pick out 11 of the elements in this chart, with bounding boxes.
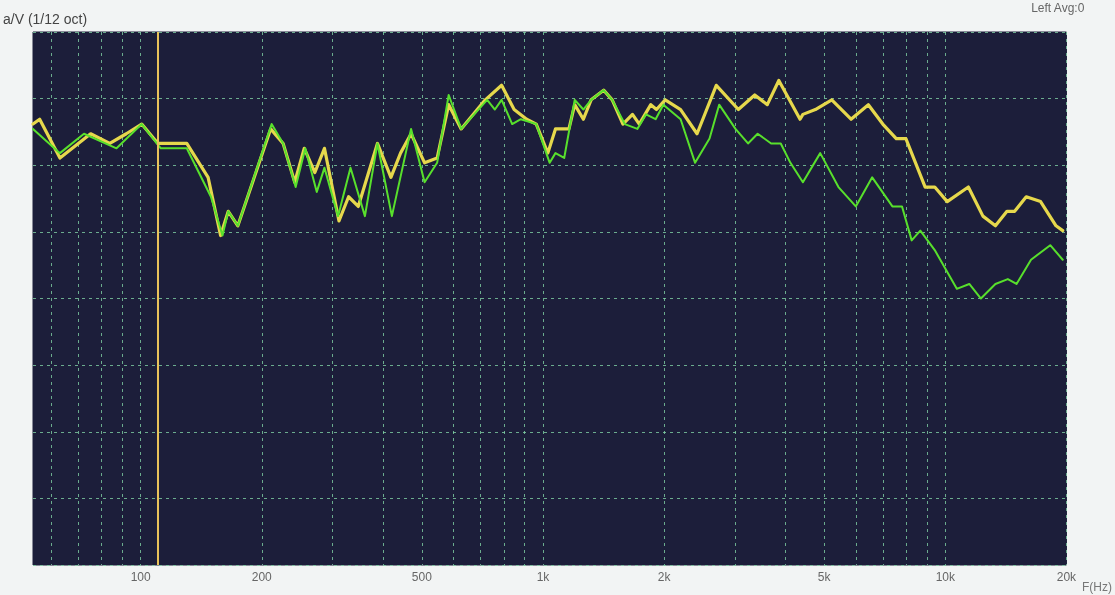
x-tick-label: 10k	[935, 570, 956, 584]
x-tick-label: 20k	[1056, 570, 1078, 584]
x-tick-label: 2k	[657, 570, 672, 584]
x-tick-label: 1k	[536, 570, 551, 584]
x-tick-label: 200	[251, 570, 273, 584]
x-tick-label: 500	[411, 570, 433, 584]
text: Left Avg:0	[1031, 1, 1085, 15]
x-axis-title: F(Hz)	[1082, 580, 1112, 594]
x-tick-label: 5k	[817, 570, 832, 584]
y-axis-title: a/V (1/12 oct)	[3, 11, 88, 27]
x-tick-label: 100	[130, 570, 151, 584]
